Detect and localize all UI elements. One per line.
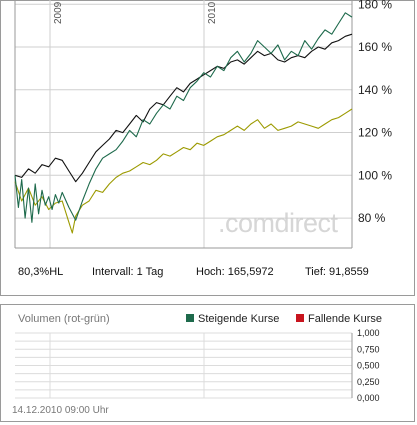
y-tick-label: 120 % [358,126,392,140]
interval-label: Intervall: 1 Tag [92,266,164,278]
legend-falling-swatch [296,314,304,322]
legend-rising-swatch [186,314,194,322]
volume-y-tick-label: 0,000 [357,393,380,403]
volume-chart-panel [0,304,415,422]
price-chart-panel [0,0,415,296]
legend-falling-label: Fallende Kurse [308,313,382,325]
price-series-line [14,108,353,234]
y-tick-label: 140 % [358,83,392,97]
legend-rising: Steigende Kurse [186,313,279,325]
x-year-label: 2010 [207,1,218,24]
x-year-label: 2009 [53,1,64,24]
price-series-line [14,12,353,223]
price-series-line [14,33,353,183]
low-label: Tief: 91,8559 [305,266,369,278]
hl-label: 80,3%HL [18,266,64,278]
y-tick-label: 180 % [358,0,392,11]
volume-y-tick-label: 0,250 [357,377,380,387]
volume-y-tick-label: 0,500 [357,361,380,371]
comdirect-watermark: .comdirect [218,208,338,238]
volume-y-tick-label: 0,750 [357,344,380,354]
timestamp: 14.12.2010 09:00 Uhr [12,405,109,416]
high-label: Hoch: 165,5972 [196,266,274,278]
y-tick-label: 80 % [358,211,386,225]
y-tick-label: 100 % [358,168,392,182]
volume-y-tick-label: 1,000 [357,328,380,338]
y-tick-label: 160 % [358,40,392,54]
volume-title: Volumen (rot-grün) [18,313,110,325]
legend-rising-label: Steigende Kurse [198,313,280,325]
legend-falling: Fallende Kurse [296,313,382,325]
